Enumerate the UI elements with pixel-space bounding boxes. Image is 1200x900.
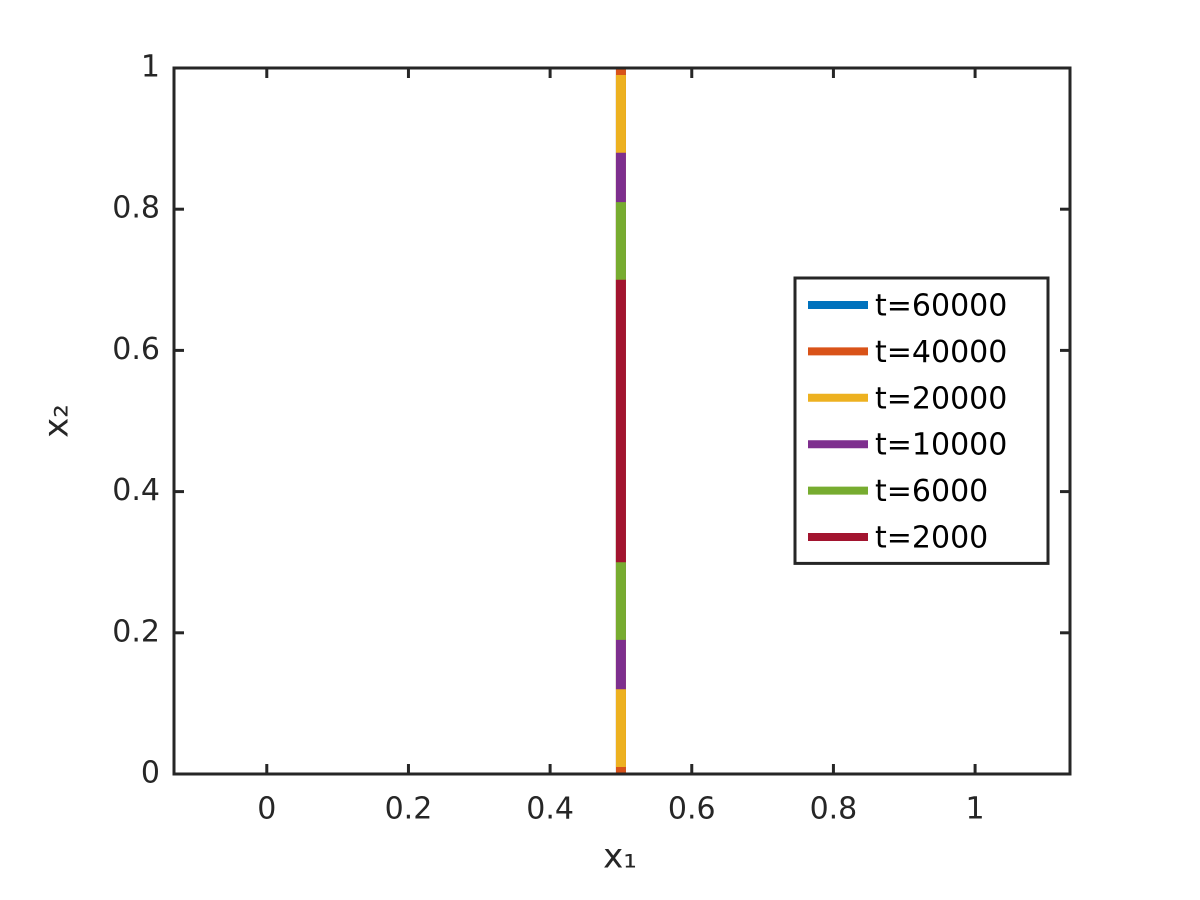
legend-label: t=10000 bbox=[875, 428, 1007, 463]
y-tick-label: 0.8 bbox=[112, 191, 160, 226]
legend-label: t=60000 bbox=[875, 289, 1007, 324]
legend-label: t=20000 bbox=[875, 381, 1007, 416]
y-tick-label: 0.6 bbox=[112, 332, 160, 367]
y-tick-label: 1 bbox=[141, 50, 160, 85]
x-tick-label: 0.8 bbox=[810, 792, 858, 827]
x-tick-label: 1 bbox=[966, 792, 985, 827]
x-tick-label: 0 bbox=[257, 792, 276, 827]
y-tick-label: 0 bbox=[141, 756, 160, 791]
y-tick-label: 0.2 bbox=[112, 614, 160, 649]
y-tick-label: 0.4 bbox=[112, 473, 160, 508]
y-axis-label: x₂ bbox=[37, 404, 77, 438]
legend-label: t=6000 bbox=[875, 474, 988, 509]
legend-box bbox=[793, 276, 1050, 565]
x-tick-label: 0.6 bbox=[668, 792, 716, 827]
x-tick-label: 0.2 bbox=[385, 792, 433, 827]
axes-box bbox=[172, 66, 1072, 776]
x-axis-label: x₁ bbox=[603, 837, 637, 877]
legend-label: t=40000 bbox=[875, 335, 1007, 370]
legend-label: t=2000 bbox=[875, 521, 988, 556]
x-tick-label: 0.4 bbox=[526, 792, 574, 827]
